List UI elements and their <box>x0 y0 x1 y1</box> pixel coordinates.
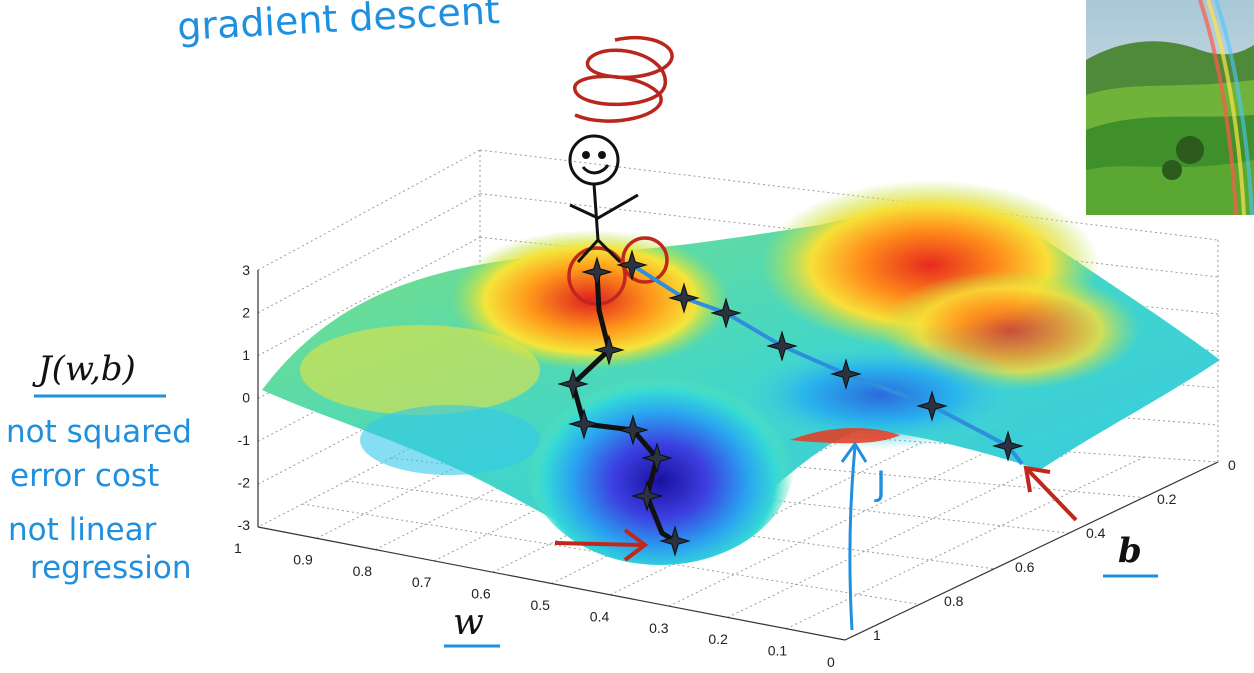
note-line-3: not linear <box>8 512 157 548</box>
descent-path-black <box>570 271 677 544</box>
landscape-photo <box>1086 0 1254 216</box>
z-tick-label: -2 <box>238 475 251 491</box>
b-axis-ticks: 0 0.2 0.4 0.6 0.8 1 <box>873 457 1236 643</box>
step-star <box>557 368 589 400</box>
step-star <box>617 414 649 446</box>
title-gradient-descent: gradient descent <box>176 0 501 49</box>
w-tick-label: 0 <box>827 654 835 670</box>
w-axis-label: w <box>453 602 484 643</box>
w-tick-label: 0.2 <box>708 631 728 647</box>
note-line-2: error cost <box>10 458 159 494</box>
step-star <box>616 249 648 281</box>
stick-figure <box>568 134 639 264</box>
step-star <box>916 390 948 422</box>
step-star <box>830 358 862 390</box>
z-tick-label: 2 <box>242 305 250 321</box>
step-star <box>568 408 600 440</box>
step-star <box>593 334 625 366</box>
step-star <box>992 430 1024 462</box>
red-arrow-local-minimum <box>1023 465 1078 522</box>
b-tick-label: 0.8 <box>944 593 964 609</box>
step-star <box>710 297 742 329</box>
cost-surface <box>262 180 1220 565</box>
w-tick-label: 0.1 <box>768 643 788 659</box>
red-arrow-minimum <box>554 528 649 562</box>
b-axis-label: b <box>1118 531 1142 571</box>
w-tick-label: 0.6 <box>471 586 491 602</box>
j-arrow-label: J <box>874 464 886 504</box>
z-tick-label: 0 <box>242 390 250 406</box>
b-tick-label: 1 <box>873 627 881 643</box>
step-star <box>668 282 700 314</box>
z-tick-label: 1 <box>242 347 250 363</box>
step-star <box>641 442 673 474</box>
b-tick-label: 0.6 <box>1015 559 1035 575</box>
watermark: bilibili <box>150 15 241 45</box>
start-circle-2 <box>621 236 669 284</box>
step-star <box>631 480 663 512</box>
z-tick-label: -1 <box>238 432 251 448</box>
descent-step-markers <box>557 249 1024 557</box>
b-tick-label: 0.2 <box>1157 491 1177 507</box>
w-axis-ticks: 1 0.9 0.8 0.7 0.6 0.5 0.4 0.3 0.2 0.1 0 <box>234 540 835 670</box>
b-tick-label: 0 <box>1228 457 1236 473</box>
step-star <box>659 525 691 557</box>
j-height-arrow <box>840 441 868 631</box>
w-tick-label: 0.9 <box>293 551 313 567</box>
z-tick-label: 3 <box>242 262 250 278</box>
w-tick-label: 0.8 <box>353 563 373 579</box>
z-tick-label: -3 <box>238 517 251 533</box>
z-axis-ticks: 3 2 1 0 -1 -2 -3 <box>238 262 251 533</box>
dizzy-spiral <box>573 35 674 123</box>
w-tick-label: 0.4 <box>590 608 610 624</box>
axis-frame <box>257 270 1219 641</box>
note-line-1: not squared <box>6 414 192 450</box>
note-line-4: regression <box>30 550 191 586</box>
b-tick-label: 0.4 <box>1086 525 1106 541</box>
w-tick-label: 0.3 <box>649 620 669 636</box>
step-star <box>766 330 798 362</box>
w-tick-label: 1 <box>234 540 242 556</box>
step-star <box>581 256 613 288</box>
w-tick-label: 0.5 <box>531 597 551 613</box>
cost-function-label: J(w,b) <box>32 349 136 389</box>
w-tick-label: 0.7 <box>412 574 432 590</box>
